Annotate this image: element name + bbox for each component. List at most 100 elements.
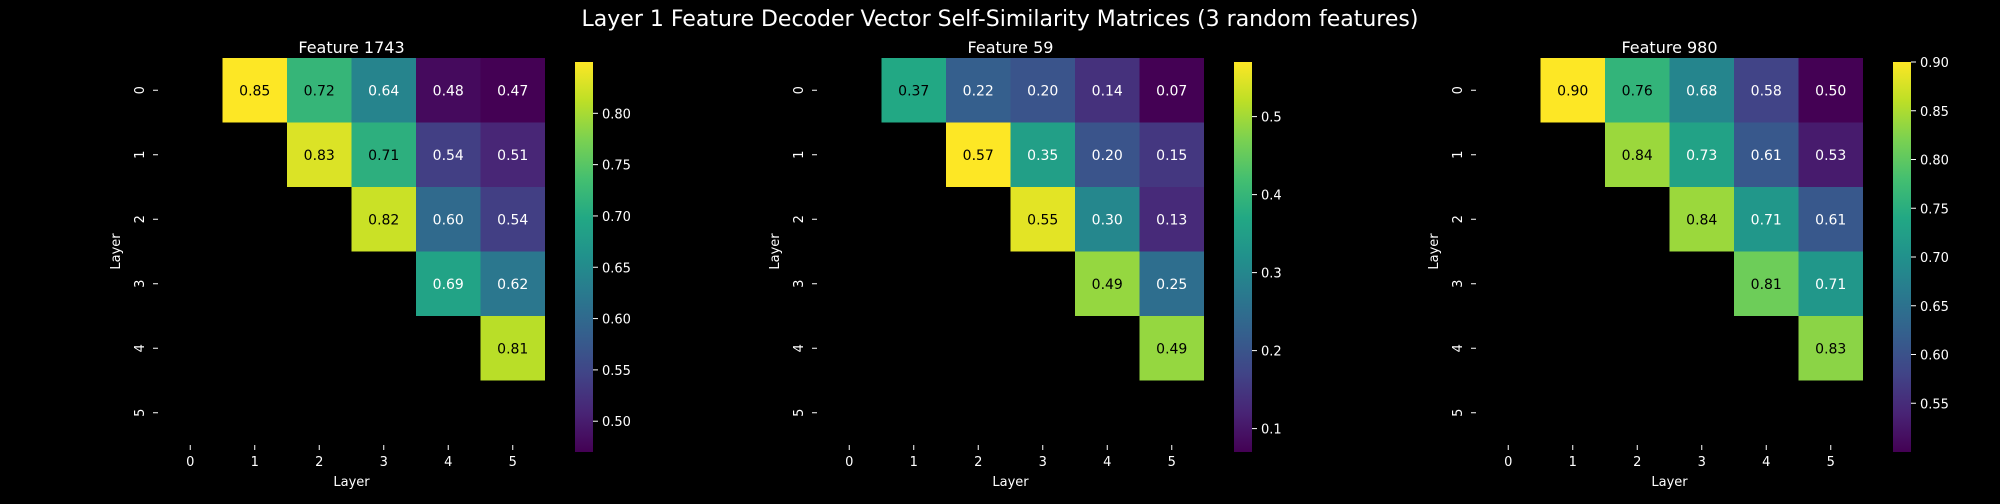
cell-value-label: 0.60 [433, 212, 464, 228]
y-tick-label: 0 [1451, 86, 1466, 94]
colorbar-tick-label: 0.80 [1920, 154, 1949, 169]
colorbar [1234, 62, 1252, 452]
heatmap-cell [480, 316, 545, 381]
cell-value-label: 0.25 [1156, 277, 1187, 293]
colorbar-tick-label: 0.60 [1920, 349, 1949, 364]
cell-value-label: 0.76 [1622, 83, 1653, 99]
cell-value-label: 0.71 [368, 148, 399, 164]
cell-value-label: 0.84 [1686, 212, 1717, 228]
x-axis-label: Layer [992, 475, 1029, 490]
colorbar-tick-label: 0.90 [1920, 56, 1949, 71]
cell-value-label: 0.20 [1027, 83, 1058, 99]
heatmap-cell [1798, 251, 1863, 316]
heatmap-cell [416, 187, 481, 252]
heatmap-cell [480, 187, 545, 252]
cell-value-label: 0.73 [1686, 148, 1717, 164]
x-tick-label: 0 [186, 455, 194, 470]
heatmap-cell [1605, 122, 1670, 187]
cell-value-label: 0.15 [1156, 148, 1187, 164]
heatmap-cell [1139, 251, 1204, 316]
y-tick-label: 2 [792, 215, 807, 223]
cell-value-label: 0.13 [1156, 212, 1187, 228]
y-tick-label: 3 [133, 280, 148, 288]
panel-title: Feature 1743 [298, 38, 404, 57]
cell-value-label: 0.30 [1092, 212, 1123, 228]
colorbar-tick-label: 0.75 [1920, 202, 1949, 217]
cell-value-label: 0.83 [304, 148, 335, 164]
x-tick-label: 3 [1698, 455, 1706, 470]
cell-value-label: 0.49 [1092, 277, 1123, 293]
cell-value-label: 0.81 [497, 341, 528, 357]
cell-value-label: 0.14 [1092, 83, 1123, 99]
colorbar-tick-label: 0.1 [1261, 423, 1282, 438]
cell-value-label: 0.35 [1027, 148, 1058, 164]
y-axis-label: Layer [109, 233, 124, 270]
colorbar-tick-label: 0.55 [1920, 397, 1949, 412]
heatmap-cell [351, 187, 416, 252]
heatmap-cell [287, 58, 352, 123]
x-tick-label: 5 [1168, 455, 1176, 470]
heatmap-cell [222, 58, 287, 123]
y-tick-label: 3 [1451, 280, 1466, 288]
heatmap-cell [1734, 187, 1799, 252]
x-tick-label: 3 [380, 455, 388, 470]
heatmap-cell [480, 122, 545, 187]
x-tick-label: 0 [1504, 455, 1512, 470]
x-tick-label: 5 [509, 455, 517, 470]
x-tick-label: 1 [910, 455, 918, 470]
heatmap-cell [1798, 187, 1863, 252]
cell-value-label: 0.53 [1815, 148, 1846, 164]
y-tick-label: 4 [1451, 344, 1466, 352]
heatmap-cell [1139, 316, 1204, 381]
x-axis-label: Layer [1651, 475, 1688, 490]
heatmap-cell [881, 58, 946, 123]
heatmap-cell [946, 122, 1011, 187]
heatmap-cell [1734, 251, 1799, 316]
heatmap-cell [1075, 58, 1140, 123]
cell-value-label: 0.57 [963, 148, 994, 164]
cell-value-label: 0.64 [368, 83, 399, 99]
x-tick-label: 2 [974, 455, 982, 470]
cell-value-label: 0.81 [1751, 277, 1782, 293]
cell-value-label: 0.50 [1815, 83, 1846, 99]
y-tick-label: 1 [1451, 151, 1466, 159]
y-axis-label: Layer [1427, 233, 1442, 270]
cell-value-label: 0.47 [497, 83, 528, 99]
x-tick-label: 4 [444, 455, 452, 470]
cell-value-label: 0.20 [1092, 148, 1123, 164]
heatmap-cell [1605, 58, 1670, 123]
cell-value-label: 0.90 [1557, 83, 1588, 99]
colorbar-tick-label: 0.65 [602, 261, 631, 276]
cell-value-label: 0.83 [1815, 341, 1846, 357]
cell-value-label: 0.49 [1156, 341, 1187, 357]
heatmap-cell [351, 58, 416, 123]
heatmap-cell [480, 251, 545, 316]
cell-value-label: 0.69 [433, 277, 464, 293]
heatmap-cell [351, 122, 416, 187]
colorbar-tick-label: 0.3 [1261, 267, 1282, 282]
panel-title: Feature 59 [968, 38, 1054, 57]
heatmap-cell [946, 58, 1011, 123]
heatmap-cell [1734, 122, 1799, 187]
heatmap-cell [1540, 58, 1605, 123]
colorbar [1893, 62, 1911, 452]
colorbar-tick-label: 0.4 [1261, 189, 1282, 204]
y-tick-label: 2 [1451, 215, 1466, 223]
heatmap-cell [416, 58, 481, 123]
heatmap-cell [1010, 187, 1075, 252]
heatmap-panels: Feature 1743 0.85 0.72 0.64 0.48 0.47 0.83 0.71… [109, 38, 1949, 490]
colorbar-tick-label: 0.70 [602, 210, 631, 225]
colorbar-tick-label: 0.50 [602, 415, 631, 430]
x-tick-label: 3 [1039, 455, 1047, 470]
y-tick-label: 0 [133, 86, 148, 94]
cell-value-label: 0.58 [1751, 83, 1782, 99]
heatmap-cell [480, 58, 545, 123]
heatmap-panel-1: Feature 1743 0.85 0.72 0.64 0.48 0.47 0.83 0.71… [109, 38, 631, 490]
y-axis-label: Layer [768, 233, 783, 270]
cell-value-label: 0.85 [239, 83, 270, 99]
colorbar-tick-label: 0.80 [602, 107, 631, 122]
cell-value-label: 0.22 [963, 83, 994, 99]
heatmap-cell [1669, 58, 1734, 123]
cell-value-label: 0.55 [1027, 212, 1058, 228]
